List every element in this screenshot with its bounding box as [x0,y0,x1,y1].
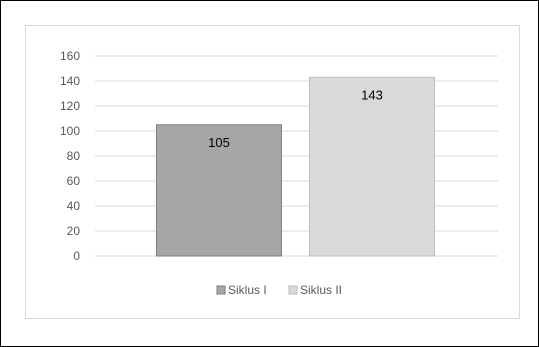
y-tick-label: 60 [67,174,81,188]
legend: Siklus I Siklus II [216,283,342,297]
legend-swatch [288,285,298,295]
y-tick-label: 120 [60,99,80,113]
data-label: 143 [361,87,383,102]
legend-label: Siklus I [228,283,267,297]
bar-siklus-ii [309,76,435,257]
y-tick-label: 80 [67,149,81,163]
y-tick-label: 100 [60,124,80,138]
gridlines [95,55,498,257]
y-tick-label: 0 [73,249,80,263]
data-labels: 105 143 [208,87,383,150]
legend-label: Siklus II [300,283,342,297]
bars [156,76,435,257]
y-tick-label: 20 [67,224,81,238]
legend-swatch [216,285,226,295]
y-tick-label: 140 [60,74,80,88]
data-label: 105 [208,135,230,150]
y-tick-label: 160 [60,49,80,63]
y-axis-ticks: 0 20 40 60 80 100 120 140 160 [60,49,80,263]
bar-siklus-i [156,124,282,257]
y-tick-label: 40 [67,199,81,213]
